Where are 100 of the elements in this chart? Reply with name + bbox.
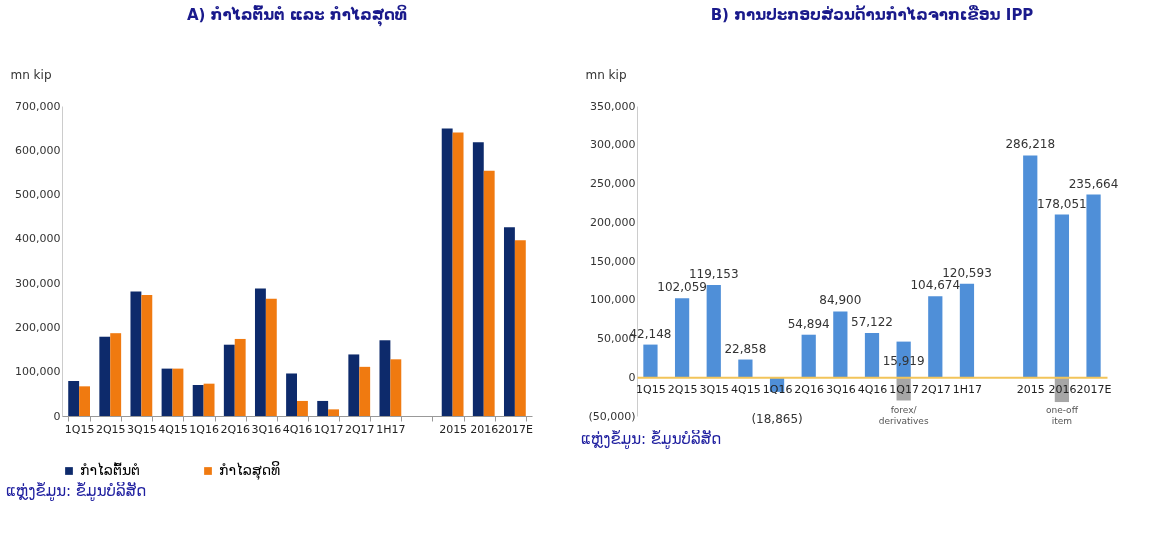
x-tick-label: 2Q16	[220, 422, 251, 436]
x-tick-label: 1Q17	[313, 422, 344, 436]
bar	[172, 368, 184, 416]
x-tick-label: 1Q15	[636, 382, 666, 396]
bar	[643, 344, 658, 378]
data-label: 57,122	[851, 314, 893, 329]
bar	[286, 373, 297, 416]
text: ແຫຼ່ງຂໍ້ມູນ: ຂໍ້ມູນບໍລິສັດ	[6, 482, 148, 500]
bar	[833, 311, 848, 378]
text: ແຫຼ່ງຂໍ້ມູນ: ຂໍ້ມູນບໍລິສັດ	[581, 430, 723, 448]
bar	[265, 298, 277, 416]
bar	[328, 409, 340, 416]
y-tick-label: 250,000	[590, 177, 636, 190]
x-tick-label: 2017E	[497, 422, 533, 436]
x-tick-label: 4Q16	[857, 382, 888, 396]
bar	[110, 333, 122, 416]
data-label: 119,153	[688, 266, 739, 281]
bar	[141, 295, 153, 416]
data-label: 84,900	[819, 293, 862, 308]
data-label: 54,894	[787, 316, 830, 331]
data-label: 102,059	[657, 280, 707, 295]
x-tick-label: 2Q15	[667, 382, 698, 396]
bar	[801, 334, 816, 378]
y-tick-label: 200,000	[15, 320, 61, 334]
bar	[79, 386, 91, 416]
y-tick-label: 300,000	[590, 138, 636, 152]
x-tick-label: 1Q15	[64, 422, 95, 436]
bar	[959, 283, 975, 378]
bar	[441, 128, 453, 416]
bar	[1054, 214, 1070, 378]
bar	[234, 338, 246, 416]
x-tick-label: 2Q17	[344, 422, 375, 436]
y-axis-title: mn kip	[585, 67, 627, 82]
data-label: 286,218	[1005, 137, 1056, 152]
bar	[674, 298, 690, 378]
y-axis-title: mn kip	[10, 67, 52, 82]
y-tick-label: 350,000	[590, 99, 636, 113]
x-tick-label: 1Q17	[889, 382, 919, 396]
y-tick-label: 500,000	[15, 188, 61, 202]
annotation: 178,051	[1037, 197, 1087, 211]
annotation: forex/ derivatives	[878, 405, 929, 426]
chart-title: B) ການປະກອບສ່ວນດ້ານກຳໄລຈາກເຂື່ອນ IPP	[710, 4, 1034, 24]
x-tick-label: 4Q15	[731, 382, 761, 396]
data-label: 22,858	[724, 341, 767, 356]
y-tick-label: 300,000	[15, 276, 61, 290]
x-tick-label: 2Q15	[95, 422, 126, 436]
y-tick-label: 700,000	[15, 99, 61, 113]
y-tick-label: 400,000	[15, 232, 61, 246]
bar	[161, 368, 173, 416]
bar	[297, 400, 308, 416]
bar	[130, 291, 142, 416]
bar	[503, 227, 515, 416]
x-tick-label: 3Q16	[826, 382, 856, 396]
annotation: one-off item	[1045, 405, 1079, 426]
bar	[1086, 194, 1101, 378]
bar	[864, 332, 880, 378]
y-tick-label: 0	[53, 409, 61, 423]
bar	[99, 336, 111, 416]
data-label: 104,674	[910, 278, 961, 293]
bar	[390, 359, 402, 416]
bar	[359, 366, 371, 416]
x-tick-label: 2Q17	[920, 382, 951, 396]
x-tick-label: 1H17	[952, 382, 983, 396]
x-tick-label: 1H17	[376, 422, 406, 436]
x-tick-label: 2015	[1016, 382, 1045, 396]
y-tick-label: 150,000	[590, 254, 636, 268]
data-label: 235,664	[1068, 176, 1119, 191]
bar	[1023, 155, 1038, 378]
bar	[483, 170, 495, 416]
x-tick-label: 3Q16	[251, 422, 282, 436]
bar	[514, 240, 526, 416]
bar	[203, 383, 215, 416]
data-label: 120,593	[942, 265, 992, 280]
bar	[254, 288, 266, 416]
bar	[317, 400, 329, 416]
bar	[472, 142, 484, 416]
y-tick-label: 100,000	[590, 293, 636, 307]
chart-title: A) ກຳໄລຕົ້ນຕໍ ແລະ ກຳໄລສຸດທິ	[186, 4, 408, 27]
bar	[706, 284, 721, 378]
bar	[223, 344, 235, 416]
y-tick-label: 200,000	[590, 215, 636, 229]
x-tick-label: 4Q16	[282, 422, 313, 436]
y-tick-label: 100,000	[15, 365, 61, 379]
y-tick-label: (50,000)	[588, 409, 636, 423]
legend-label: ກຳໄລຕົ້ນຕໍ	[80, 462, 141, 478]
x-tick-label: 3Q15	[127, 422, 157, 436]
bar	[379, 340, 391, 416]
bar	[348, 354, 360, 416]
y-tick-label: 600,000	[15, 143, 61, 157]
x-tick-label: 2015	[439, 422, 468, 436]
x-tick-label: 3Q15	[699, 382, 730, 396]
x-tick-label: 2017E	[1076, 382, 1112, 396]
bar	[192, 385, 204, 416]
x-tick-label: 2016	[470, 422, 499, 436]
data-label: (18,865)	[751, 411, 803, 426]
bar	[738, 359, 753, 378]
x-tick-label: 4Q15	[158, 422, 188, 436]
bar	[452, 132, 464, 416]
x-tick-label: 1Q16	[762, 382, 793, 396]
bar	[68, 381, 80, 416]
